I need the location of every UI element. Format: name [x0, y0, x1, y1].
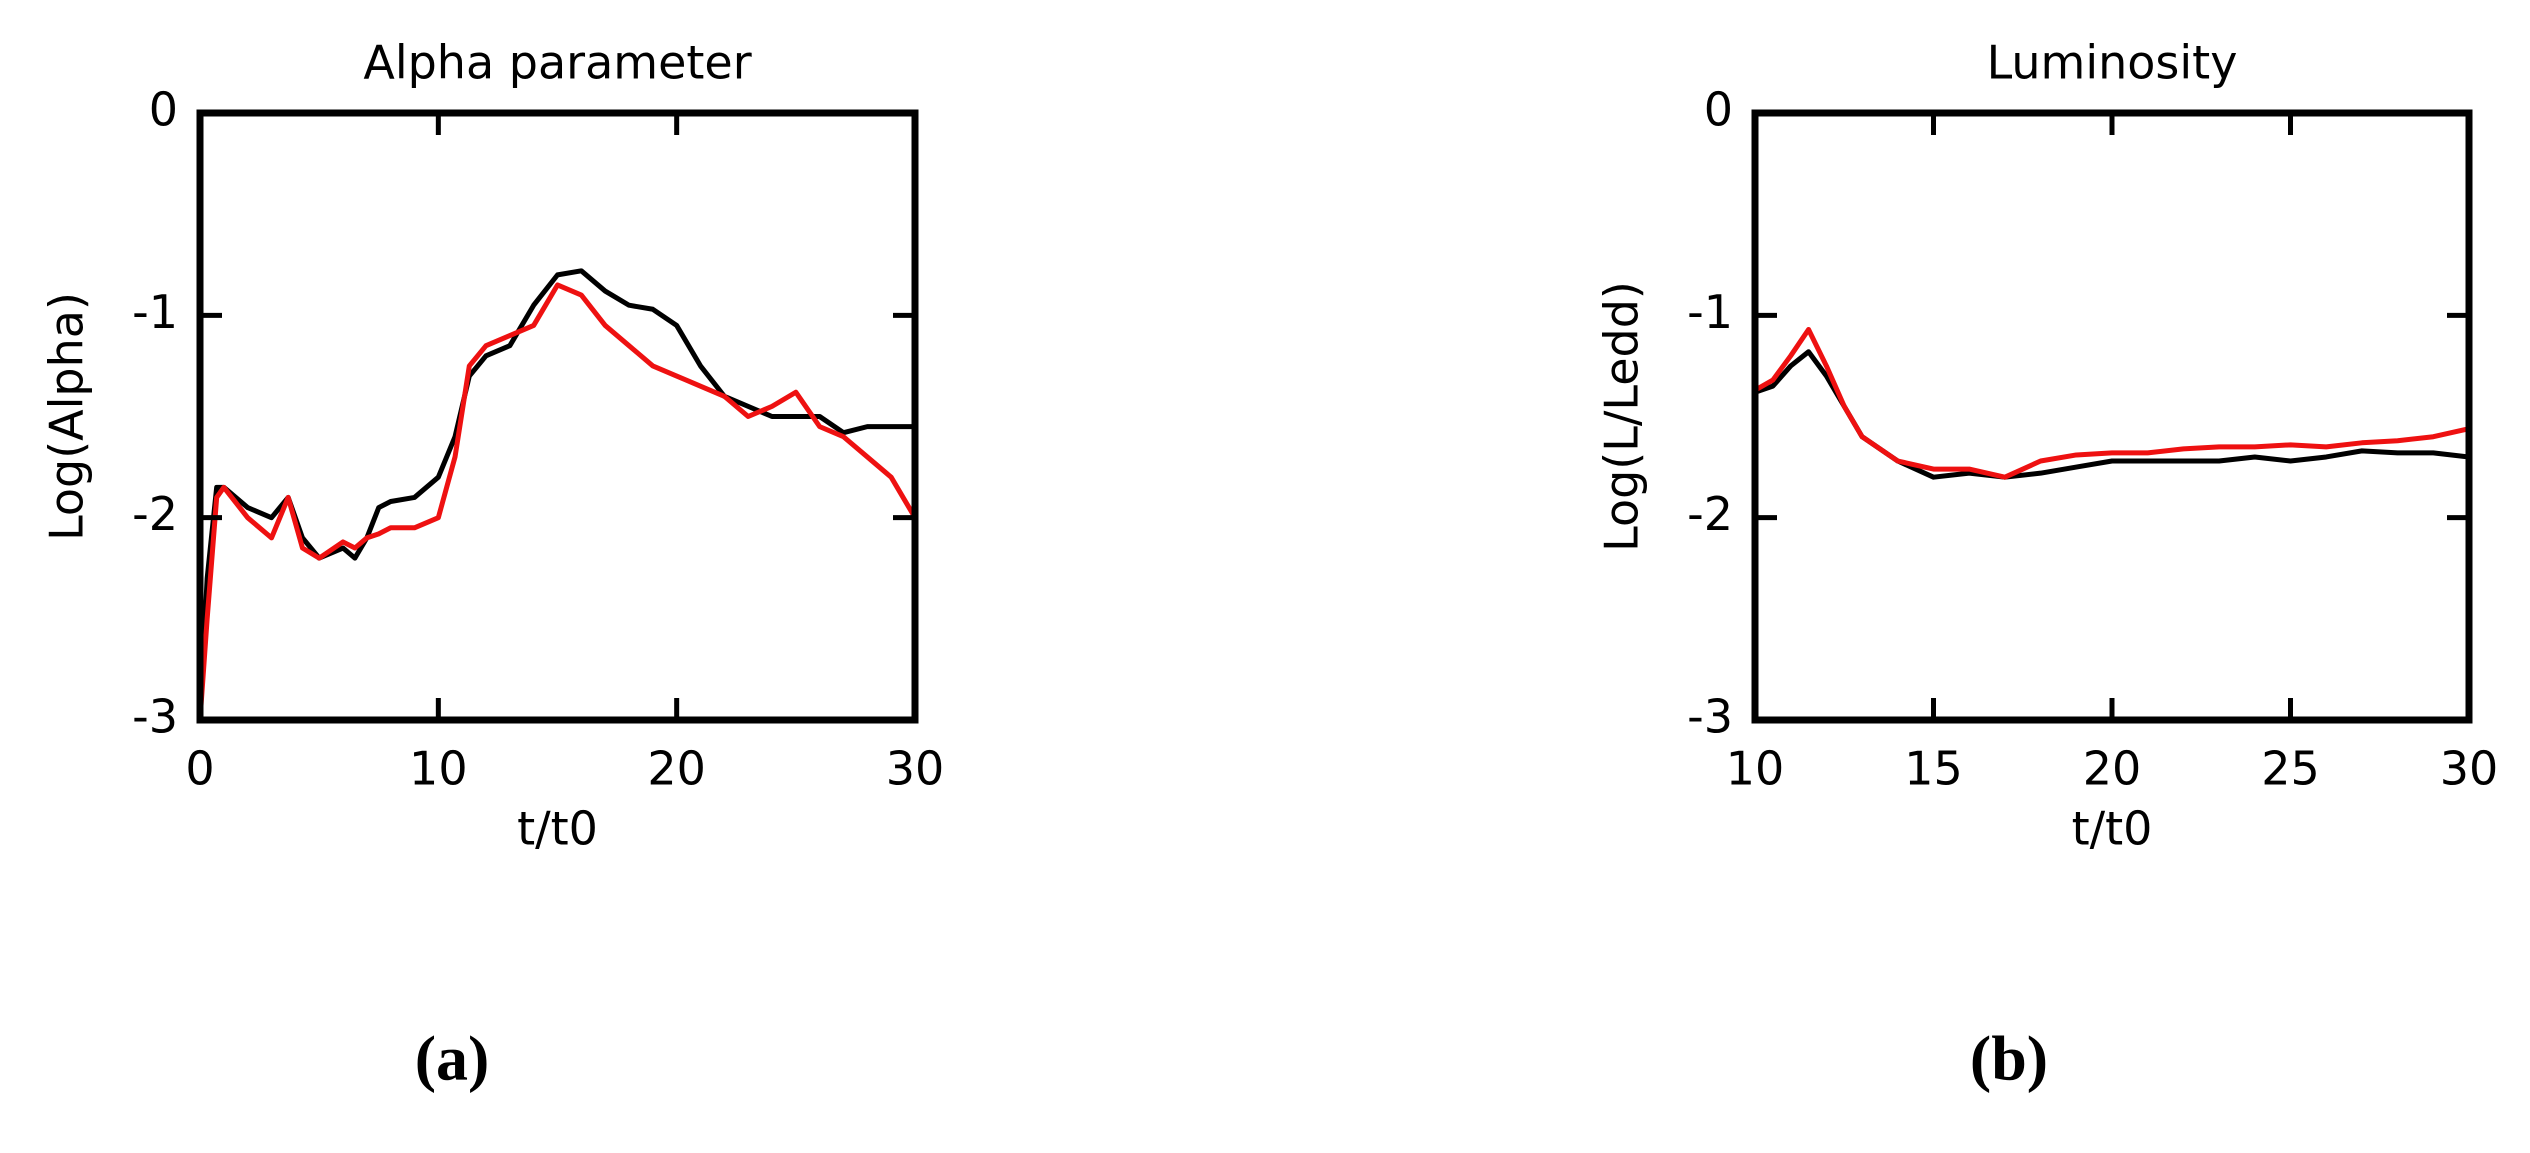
chart-title: Luminosity	[1987, 36, 2238, 90]
panel-label: (b)	[1970, 1023, 2048, 1094]
plot-area	[1755, 326, 2469, 480]
y-tick-label: -1	[1687, 285, 1733, 339]
x-tick-label: 30	[2440, 742, 2499, 796]
x-tick-label: 10	[409, 742, 468, 796]
chart-panel: Alpha parameter 0 10 20 30 -3 -2 -1 0 t/t0 Log(Alp…	[40, 36, 945, 1094]
y-tick-label: -2	[1687, 487, 1733, 541]
y-tick-label: 0	[149, 83, 178, 137]
data-line	[200, 268, 915, 720]
panel-label: (a)	[415, 1023, 490, 1094]
chart-panel: Luminosity 10 15 20 25 30 -3 -2 -1 0 t/t0 Log(L/Led…	[1595, 36, 2499, 1094]
chart-title: Alpha parameter	[363, 36, 751, 90]
x-axis-label: t/t0	[517, 802, 598, 856]
data-line	[200, 282, 915, 720]
plot-frame	[1751, 109, 2473, 724]
y-tick-label: -3	[132, 690, 178, 744]
x-axis-label: t/t0	[2072, 802, 2153, 856]
plot-area	[200, 268, 915, 720]
y-tick-label: -1	[132, 285, 178, 339]
x-tick-label: 30	[886, 742, 945, 796]
x-tick-label: 0	[185, 742, 214, 796]
x-tick-label: 10	[1726, 742, 1785, 796]
data-line	[1755, 326, 2469, 480]
y-axis-label: Log(L/Ledd)	[1595, 281, 1649, 552]
y-tick-label: 0	[1704, 83, 1733, 137]
y-tick-label: -2	[132, 487, 178, 541]
y-axis-label: Log(Alpha)	[40, 292, 94, 541]
data-line	[1755, 349, 2469, 480]
x-tick-label: 20	[2083, 742, 2142, 796]
plot-frame	[196, 109, 919, 724]
y-tick-label: -3	[1687, 690, 1733, 744]
x-tick-label: 15	[1904, 742, 1963, 796]
x-tick-label: 25	[2261, 742, 2320, 796]
x-tick-label: 20	[647, 742, 706, 796]
